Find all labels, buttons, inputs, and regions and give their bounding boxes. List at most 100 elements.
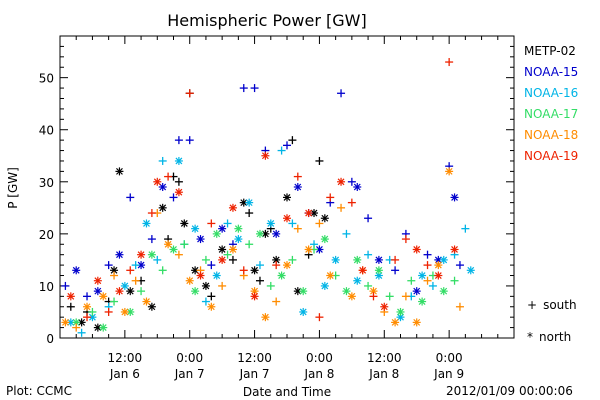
data-point-noaa-18-north [83,302,92,311]
data-point-noaa-17-north [234,224,243,233]
data-point-noaa-15-south [83,292,92,301]
data-point-metp-02-north [147,302,156,311]
data-point-noaa-17-north [147,250,156,259]
data-point-noaa-19-south [401,235,410,244]
data-point-noaa-15-south [455,261,464,270]
data-point-noaa-19-north [337,177,346,186]
data-point-noaa-19-south [347,198,356,207]
data-point-noaa-17-north [99,323,108,332]
data-point-metp-02-north [250,266,259,275]
data-point-noaa-19-south [147,209,156,218]
data-point-noaa-19-south [369,292,378,301]
data-point-noaa-16-south [158,156,167,165]
data-point-noaa-17-south [110,297,119,306]
data-point-noaa-15-north [72,266,81,275]
data-point-noaa-18-north [347,292,356,301]
data-point-noaa-19-north [115,287,124,296]
data-point-noaa-18-north [391,318,400,327]
data-point-noaa-17-south [137,287,146,296]
data-point-metp-02-north [310,209,319,218]
data-point-noaa-18-south [293,224,302,233]
data-point-noaa-17-north [353,255,362,264]
x-tick-time-label: 0:00 [176,351,203,365]
data-point-noaa-19-north [174,188,183,197]
footer-timestamp: 2012/01/09 00:00:06 [446,384,573,398]
data-point-metp-02-north [126,287,135,296]
data-point-metp-02-north [272,255,281,264]
data-point-noaa-16-south [342,229,351,238]
y-tick-label: 20 [39,228,54,242]
data-point-noaa-17-north [396,307,405,316]
y-tick-label: 40 [39,124,54,138]
data-point-noaa-16-south [131,261,140,270]
symbol-legend-marker: * [527,330,533,344]
data-point-noaa-15-south [147,235,156,244]
legend-entry-noaa-15: NOAA-15 [524,65,579,79]
data-point-noaa-17-north [191,287,200,296]
data-point-noaa-17-north [320,235,329,244]
data-point-noaa-18-north [142,297,151,306]
data-point-noaa-15-south [364,214,373,223]
data-point-noaa-15-south [283,141,291,150]
data-point-noaa-16-north [439,255,448,264]
data-point-noaa-18-south [110,271,119,280]
data-point-noaa-18-south [131,276,140,285]
data-point-noaa-16-south [223,219,232,228]
data-point-noaa-19-north [261,151,270,160]
data-point-noaa-15-south [423,250,432,259]
data-point-noaa-18-north [304,245,313,254]
data-point-noaa-16-north [266,219,275,228]
data-point-noaa-17-north [418,297,427,306]
data-point-noaa-17-south [223,250,232,259]
data-point-noaa-15-north [450,193,459,202]
data-point-noaa-19-north [434,271,443,280]
data-point-noaa-18-north [228,245,237,254]
data-point-metp-02-south [207,292,216,301]
data-point-noaa-16-north [120,281,129,290]
data-point-metp-02-south [228,255,237,264]
data-point-noaa-16-south [461,224,470,233]
data-point-noaa-19-south [293,172,302,181]
data-point-noaa-18-north [207,302,216,311]
data-point-noaa-19-north [450,245,459,254]
data-point-noaa-17-north [72,318,81,327]
symbol-legend-label: north [539,330,572,344]
x-tick-time-label: 0:00 [306,351,333,365]
data-point-noaa-19-north [380,302,389,311]
data-point-noaa-19-north [196,271,205,280]
data-point-noaa-17-south [158,266,167,275]
data-point-noaa-15-north [293,183,302,191]
data-point-noaa-15-south [185,136,194,145]
data-point-noaa-16-north [191,224,200,233]
data-point-noaa-19-north [250,292,259,301]
data-point-noaa-15-north [158,183,167,191]
data-point-metp-02-north [110,266,119,275]
data-point-noaa-16-north [320,281,329,290]
legend-entry-noaa-18: NOAA-18 [524,128,579,142]
data-point-noaa-19-south [239,266,248,275]
data-point-noaa-17-south [88,307,97,316]
data-point-noaa-18-north [120,307,129,316]
data-point-noaa-19-south [126,266,135,275]
data-point-noaa-19-north [137,250,146,259]
data-point-noaa-15-south [391,266,400,275]
data-point-metp-02-north [218,245,227,254]
legend-entry-noaa-19: NOAA-19 [524,149,579,163]
x-tick-date-label: Jan 8 [303,367,334,381]
data-point-noaa-18-north [445,167,454,176]
data-point-noaa-19-south [164,172,173,181]
data-point-noaa-16-north [234,235,243,244]
data-point-noaa-18-north [185,276,194,285]
data-point-metp-02-north [201,281,210,290]
data-point-noaa-19-north [93,276,102,285]
data-point-metp-02-north [115,167,124,176]
data-point-metp-02-south [66,302,75,311]
symbol-legend-south: + south [527,298,577,312]
data-point-noaa-16-north [142,219,151,228]
data-point-noaa-16-south [428,281,437,290]
data-point-noaa-19-south [391,255,400,264]
data-point-noaa-17-north [277,271,286,280]
data-point-noaa-17-south [364,281,373,290]
data-point-noaa-19-south [326,193,335,202]
data-point-noaa-16-south [277,146,286,155]
